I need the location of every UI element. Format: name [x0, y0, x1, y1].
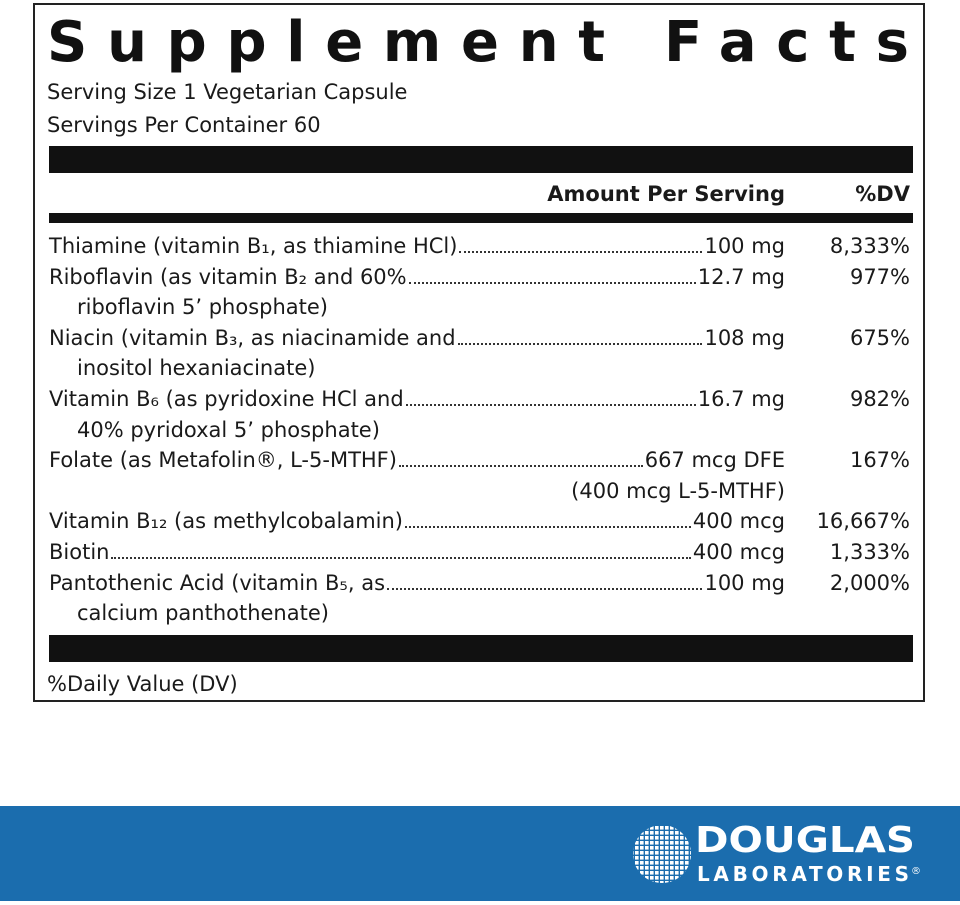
daily-value: 2,000% [829, 570, 910, 595]
divider [49, 146, 913, 173]
logo: DOUGLAS LABORATORIES ® [633, 820, 921, 886]
leader-dots [111, 557, 691, 559]
serving-size: Serving Size 1 Vegetarian Capsule [47, 80, 408, 104]
nutrient-line: Thiamine (vitamin B₁, as thiamine HCl) 10… [49, 234, 910, 264]
nutrient-line: inositol hexaniacinate) [49, 356, 910, 386]
nutrient-line: Folate (as Metafolin®, L-5-MTHF) 667 mcg … [49, 448, 910, 478]
title: Supplement Facts [47, 10, 909, 75]
nutrient-line: Vitamin B₁₂ (as methylcobalamin) 400 mcg 1… [49, 509, 910, 539]
nutrient-line: (400 mcg L-5-MTHF) [49, 479, 910, 509]
daily-value: 16,667% [816, 509, 910, 534]
daily-value: 977% [849, 264, 910, 289]
daily-value: 8,333% [829, 234, 910, 258]
amount: 100 mg [704, 570, 785, 595]
brand-sub: LABORATORIES [697, 862, 909, 886]
nutrient-name: Niacin (vitamin B₃, as niacinamide and [49, 325, 456, 350]
daily-value: 167% [849, 448, 910, 473]
amount: 12.7 mg [697, 264, 785, 289]
nutrient-name: Thiamine (vitamin B₁, as thiamine HCl) [49, 234, 458, 258]
nutrient-line: riboflavin 5’ phosphate) [49, 295, 910, 325]
nutrient-name: Vitamin B₁₂ (as methylcobalamin) [49, 509, 403, 534]
logo-icon [633, 825, 691, 883]
servings-per-container: Servings Per Container 60 [47, 113, 321, 137]
daily-value: 1,333% [829, 540, 910, 564]
amount: (400 mcg L-5-MTHF) [571, 478, 785, 503]
leader-dots [405, 526, 691, 529]
nutrient-line: Pantothenic Acid (vitamin B₅, as 100 mg 2,… [49, 571, 910, 601]
nutrient-line: Vitamin B₆ (as pyridoxine HCl and 16.7 mg… [49, 387, 910, 417]
daily-value: 982% [849, 387, 910, 411]
nutrient-line: Biotin 400 mcg 1,333% [49, 540, 910, 570]
leader-dots [457, 342, 703, 345]
brand-name: DOUGLAS [695, 820, 915, 861]
divider [49, 635, 913, 662]
nutrient-name: Biotin [49, 540, 110, 564]
brand-band: DOUGLAS LABORATORIES ® [0, 806, 960, 901]
leader-dots [459, 251, 703, 253]
amount: 400 mcg [692, 540, 785, 564]
amount: 108 mg [704, 325, 785, 350]
leader-dots [398, 465, 643, 468]
leader-dots [405, 404, 696, 406]
amount-header: Amount Per Serving [547, 182, 785, 206]
nutrient-name: calcium panthothenate) [77, 601, 329, 626]
nutrient-name: Pantothenic Acid (vitamin B₅, as [49, 570, 386, 595]
amount: 400 mcg [692, 509, 785, 534]
nutrient-line: Riboflavin (as vitamin B₂ and 60% 12.7 mg… [49, 265, 910, 295]
leader-dots [387, 587, 703, 590]
daily-value: 675% [849, 325, 910, 350]
title-svg: Supplement Facts [47, 10, 909, 75]
nutrient-line: Niacin (vitamin B₃, as niacinamide and 10… [49, 326, 910, 356]
nutrient-name: Vitamin B₆ (as pyridoxine HCl and [49, 387, 404, 411]
amount: 100 mg [704, 234, 785, 258]
leader-dots [408, 281, 696, 284]
divider [49, 213, 913, 223]
dv-header: %DV [855, 182, 910, 206]
amount: 667 mcg DFE [644, 448, 785, 473]
nutrient-name: riboflavin 5’ phosphate) [77, 295, 328, 320]
nutrient-name: inositol hexaniacinate) [77, 356, 316, 381]
nutrient-line: calcium panthothenate) [49, 601, 910, 631]
footnote: %Daily Value (DV) [47, 672, 238, 696]
nutrient-name: Folate (as Metafolin®, L-5-MTHF) [49, 448, 397, 473]
amount: 16.7 mg [697, 387, 785, 411]
nutrient-name: Riboflavin (as vitamin B₂ and 60% [49, 264, 407, 289]
header-row: Amount Per Serving %DV [49, 182, 910, 212]
supplement-facts-label: Supplement Facts Serving Size 1 Vegetari… [33, 3, 925, 702]
nutrient-line: 40% pyridoxal 5’ phosphate) [49, 418, 910, 448]
nutrient-name: 40% pyridoxal 5’ phosphate) [77, 417, 380, 442]
brand-mark: ® [911, 866, 921, 877]
